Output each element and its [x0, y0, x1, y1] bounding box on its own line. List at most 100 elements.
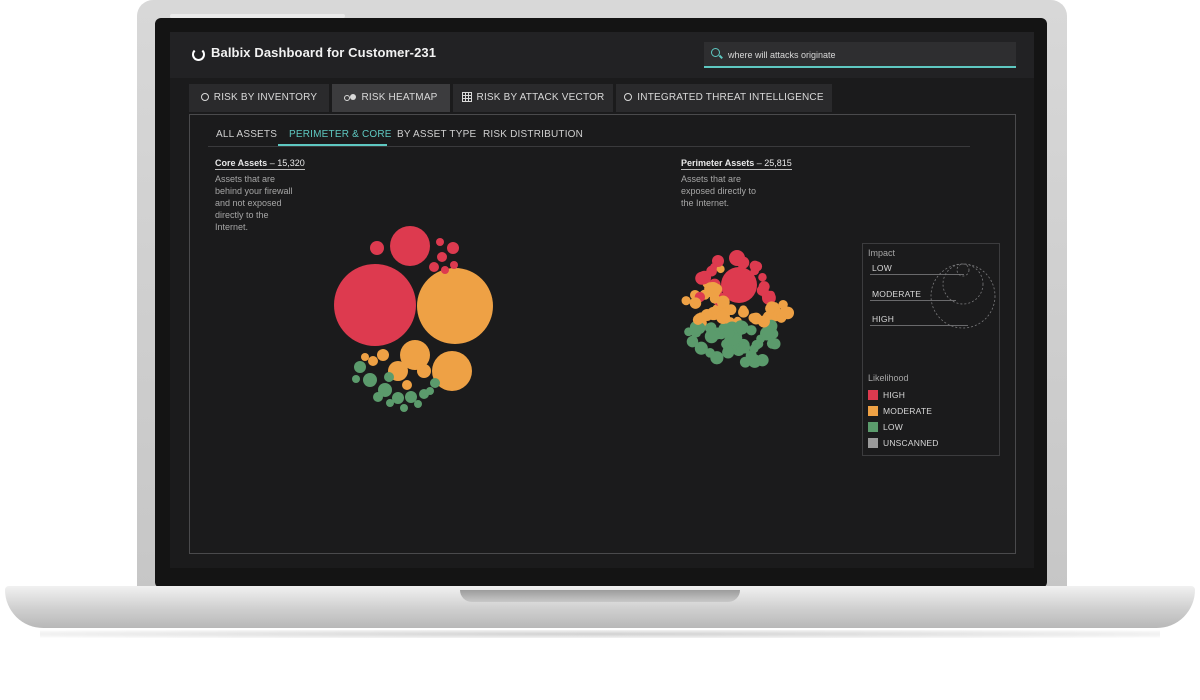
- risk-bubble-low[interactable]: [384, 372, 394, 382]
- risk-bubble-low[interactable]: [363, 373, 377, 387]
- risk-bubble-moderate[interactable]: [417, 268, 493, 344]
- risk-bubble-high[interactable]: [441, 266, 449, 274]
- desc-line: and not exposed: [215, 198, 282, 208]
- risk-bubble-low[interactable]: [694, 341, 708, 355]
- risk-bubble-moderate[interactable]: [681, 296, 691, 306]
- risk-bubble-low[interactable]: [746, 325, 757, 336]
- core-bubble-cluster[interactable]: [334, 226, 493, 412]
- perimeter-bubble-cluster[interactable]: [681, 250, 795, 368]
- risk-bubble-low[interactable]: [426, 387, 434, 395]
- subtab-risk-distribution[interactable]: RISK DISTRIBUTION: [483, 129, 584, 140]
- risk-bubble-low[interactable]: [760, 326, 774, 341]
- likelihood-moderate-label: MODERATE: [883, 406, 933, 416]
- risk-bubble-moderate[interactable]: [725, 304, 737, 316]
- risk-bubble-low[interactable]: [754, 339, 764, 349]
- risk-bubble-moderate[interactable]: [739, 305, 748, 314]
- risk-bubble-low[interactable]: [392, 392, 404, 404]
- risk-bubble-low[interactable]: [747, 354, 762, 368]
- risk-bubble-low[interactable]: [723, 328, 735, 339]
- perimeter-assets-label: Perimeter Assets: [681, 158, 755, 168]
- risk-bubble-moderate[interactable]: [716, 265, 725, 274]
- risk-bubble-moderate[interactable]: [361, 353, 369, 361]
- risk-bubble-moderate[interactable]: [417, 364, 431, 378]
- tab-label: RISK BY ATTACK VECTOR: [476, 92, 605, 103]
- impact-high-label: HIGH: [872, 314, 895, 324]
- desc-line: exposed directly to: [681, 186, 757, 196]
- risk-bubble-high[interactable]: [390, 226, 430, 266]
- heatmap-panel: ALL ASSETS PERIMETER & CORE BY ASSET TYP…: [189, 114, 1016, 554]
- ring-icon: [200, 93, 209, 102]
- risk-bubble-low[interactable]: [739, 356, 751, 368]
- risk-bubble-moderate[interactable]: [689, 297, 702, 309]
- laptop-base-notch: [460, 590, 740, 602]
- risk-bubble-moderate[interactable]: [779, 307, 790, 318]
- risk-bubble-moderate[interactable]: [765, 303, 776, 314]
- risk-bubble-high[interactable]: [429, 262, 439, 272]
- risk-bubble-low[interactable]: [414, 400, 422, 408]
- core-assets-title[interactable]: Core Assets – 15,320: [215, 158, 305, 170]
- moderate-swatch: [868, 406, 878, 416]
- balbix-logo-icon: [192, 48, 205, 61]
- risk-bubble-moderate[interactable]: [705, 282, 721, 298]
- perimeter-assets-title[interactable]: Perimeter Assets – 25,815: [681, 158, 792, 170]
- subtab-perimeter-core[interactable]: PERIMETER & CORE: [289, 129, 392, 140]
- impact-moderate-label: MODERATE: [872, 289, 922, 299]
- risk-bubble-high[interactable]: [756, 285, 768, 296]
- risk-bubble-low[interactable]: [400, 404, 408, 412]
- risk-bubble-high[interactable]: [334, 264, 416, 346]
- risk-bubble-moderate[interactable]: [701, 309, 713, 321]
- risk-bubble-moderate[interactable]: [757, 315, 770, 328]
- risk-bubble-high[interactable]: [370, 241, 384, 255]
- risk-bubble-low[interactable]: [722, 346, 735, 359]
- risk-bubble-low[interactable]: [766, 338, 778, 349]
- risk-bubble-low[interactable]: [354, 361, 366, 373]
- risk-bubble-low[interactable]: [373, 392, 383, 402]
- tab-integrated-threat-intelligence[interactable]: INTEGRATED THREAT INTELLIGENCE: [616, 84, 832, 112]
- unscanned-swatch: [868, 438, 878, 448]
- risk-bubble-moderate[interactable]: [402, 380, 412, 390]
- top-bar: Balbix Dashboard for Customer-231: [170, 32, 1034, 78]
- risk-bubble-low[interactable]: [738, 342, 751, 354]
- subtab-by-asset-type[interactable]: BY ASSET TYPE: [397, 129, 477, 140]
- impact-low-line: [870, 274, 964, 275]
- risk-bubble-high[interactable]: [712, 255, 724, 267]
- risk-bubble-moderate[interactable]: [748, 313, 759, 323]
- risk-bubble-low[interactable]: [686, 335, 699, 348]
- risk-bubble-low[interactable]: [386, 399, 394, 407]
- risk-bubble-moderate[interactable]: [377, 349, 389, 361]
- subtab-all-assets[interactable]: ALL ASSETS: [216, 129, 278, 140]
- risk-bubble-low[interactable]: [704, 329, 719, 344]
- risk-bubble-high[interactable]: [749, 260, 761, 272]
- tab-risk-heatmap[interactable]: RISK HEATMAP: [332, 84, 450, 112]
- risk-bubble-low[interactable]: [710, 351, 724, 365]
- desc-line: Internet.: [215, 222, 249, 232]
- risk-bubble-high[interactable]: [437, 252, 447, 262]
- search-input[interactable]: [726, 45, 1010, 65]
- risk-bubble-high[interactable]: [729, 250, 745, 266]
- risk-bubble-moderate[interactable]: [778, 299, 788, 310]
- risk-bubble-low[interactable]: [430, 378, 440, 388]
- risk-bubble-high[interactable]: [695, 271, 709, 285]
- risk-bubble-moderate[interactable]: [368, 356, 378, 366]
- risk-bubble-low[interactable]: [734, 320, 747, 333]
- risk-bubble-high[interactable]: [766, 290, 776, 300]
- lid-highlight: [170, 14, 345, 18]
- risk-bubble-moderate[interactable]: [718, 296, 730, 308]
- risk-bubble-high[interactable]: [447, 242, 459, 254]
- risk-bubble-moderate[interactable]: [716, 310, 730, 324]
- core-assets-label: Core Assets: [215, 158, 268, 168]
- risk-bubble-moderate[interactable]: [400, 340, 430, 370]
- dashboard-screen: Balbix Dashboard for Customer-231 RISK B…: [170, 32, 1034, 568]
- tab-risk-by-attack-vector[interactable]: RISK BY ATTACK VECTOR: [453, 84, 613, 112]
- risk-bubble-high[interactable]: [450, 261, 458, 269]
- core-assets-description: Assets that are behind your firewall and…: [215, 173, 293, 233]
- tab-risk-by-inventory[interactable]: RISK BY INVENTORY: [189, 84, 329, 112]
- risk-bubble-high[interactable]: [721, 267, 757, 303]
- risk-bubble-high[interactable]: [758, 273, 767, 282]
- risk-bubble-low[interactable]: [352, 375, 360, 383]
- search-box[interactable]: [704, 42, 1016, 68]
- risk-bubble-high[interactable]: [436, 238, 444, 246]
- risk-bubble-moderate[interactable]: [432, 351, 472, 391]
- risk-bubble-low[interactable]: [405, 391, 417, 403]
- likelihood-high-label: HIGH: [883, 390, 906, 400]
